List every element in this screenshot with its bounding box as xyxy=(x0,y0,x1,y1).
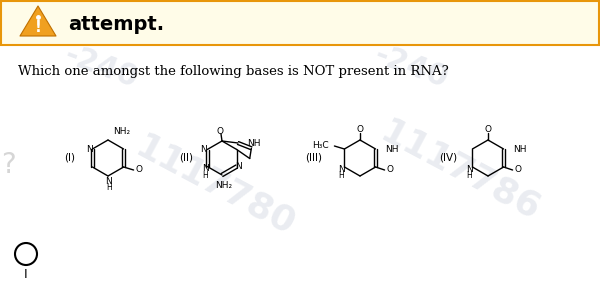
Text: NH: NH xyxy=(247,139,260,147)
Text: !: ! xyxy=(35,20,41,35)
Polygon shape xyxy=(20,6,56,36)
Text: O: O xyxy=(217,127,223,135)
Text: N: N xyxy=(200,145,206,154)
Text: O: O xyxy=(386,166,393,175)
Text: NH: NH xyxy=(386,146,399,154)
Text: (II): (II) xyxy=(179,153,193,163)
Text: (III): (III) xyxy=(305,153,323,163)
Text: H: H xyxy=(338,171,344,180)
Text: H: H xyxy=(106,183,112,192)
Text: NH₂: NH₂ xyxy=(113,127,130,135)
Text: O: O xyxy=(135,166,142,175)
Text: N: N xyxy=(86,144,93,154)
Text: 1117780: 1117780 xyxy=(130,130,301,242)
Text: NH: NH xyxy=(514,146,527,154)
Text: N: N xyxy=(235,162,242,171)
Text: (I): (I) xyxy=(65,153,76,163)
Text: N: N xyxy=(106,176,112,185)
Text: -240: -240 xyxy=(60,41,142,94)
Text: N: N xyxy=(466,164,473,173)
Text: -240: -240 xyxy=(370,41,452,94)
Text: I: I xyxy=(24,268,28,282)
Text: H: H xyxy=(202,171,208,180)
Text: 1117786: 1117786 xyxy=(375,114,546,227)
Text: (IV): (IV) xyxy=(439,153,457,163)
Text: NH₂: NH₂ xyxy=(215,180,233,190)
Text: N: N xyxy=(338,164,345,173)
FancyBboxPatch shape xyxy=(1,1,599,45)
Text: O: O xyxy=(485,125,491,134)
Text: O: O xyxy=(514,166,521,175)
Text: O: O xyxy=(356,125,364,134)
Text: H₃C: H₃C xyxy=(312,142,328,151)
Text: attempt.: attempt. xyxy=(68,14,164,33)
Text: ?: ? xyxy=(1,151,16,179)
Text: N: N xyxy=(202,164,209,173)
Text: H: H xyxy=(467,171,472,180)
Text: Which one amongst the following bases is NOT present in RNA?: Which one amongst the following bases is… xyxy=(18,65,449,78)
